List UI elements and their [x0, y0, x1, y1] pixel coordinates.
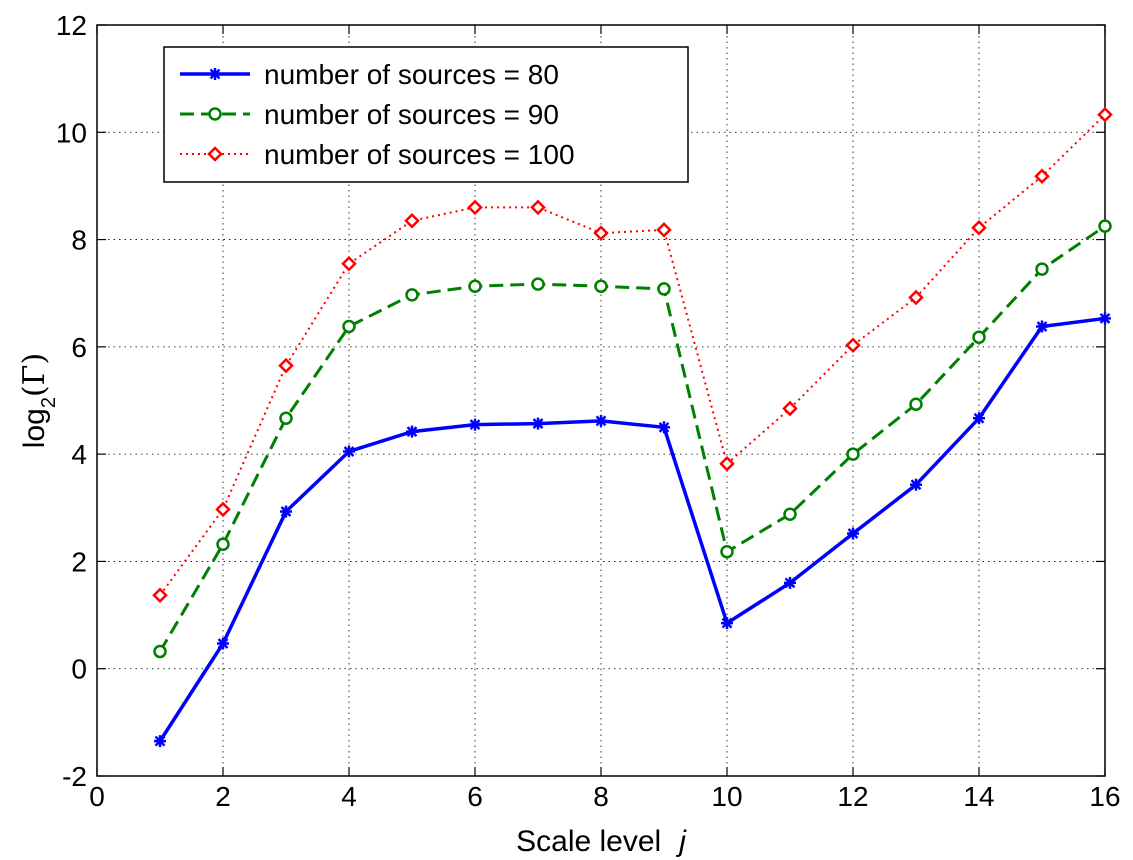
data-point-marker [971, 220, 987, 236]
data-point-marker [468, 279, 482, 293]
x-axis-title-text: Scale level [516, 825, 661, 858]
legend-label: number of sources = 100 [264, 139, 575, 170]
x-tick-label: 14 [963, 781, 994, 812]
y-tick-label: 2 [71, 546, 87, 577]
x-tick-label: 16 [1089, 781, 1120, 812]
data-point-marker [216, 537, 230, 552]
data-point-marker [341, 255, 357, 272]
data-point-marker [720, 545, 734, 559]
data-point-marker [209, 68, 221, 80]
x-tick-label: 12 [837, 781, 868, 812]
data-point-marker [1035, 262, 1049, 276]
data-point-marker [908, 289, 924, 306]
data-point-marker [719, 456, 735, 472]
data-point-marker [207, 146, 223, 162]
series-line [158, 224, 1106, 653]
data-point-marker [594, 279, 608, 293]
data-point-marker [656, 222, 672, 238]
data-point-marker [846, 447, 860, 461]
data-point-marker [972, 330, 986, 344]
y-tick-label: 10 [56, 117, 87, 148]
legend: number of sources = 80 number of sources … [163, 46, 689, 183]
y-tick-label: 8 [71, 225, 87, 256]
series-line [158, 316, 1106, 743]
legend-item: number of sources = 100 [180, 139, 575, 170]
data-point-marker [343, 445, 355, 458]
data-point-marker [279, 411, 293, 425]
series-layer [152, 106, 1113, 748]
data-point-marker [1036, 320, 1048, 333]
data-point-marker [217, 637, 229, 650]
x-tick-label: 0 [89, 781, 105, 812]
data-point-marker [1034, 168, 1050, 185]
data-point-marker [909, 397, 923, 412]
data-point-marker [657, 282, 671, 296]
data-point-marker [406, 425, 418, 438]
data-point-marker [845, 337, 861, 354]
data-point-marker [784, 576, 796, 589]
data-point-marker [215, 501, 231, 518]
y-tick-label: 12 [56, 10, 87, 41]
y-axis-title-sub: 2 [38, 397, 60, 408]
data-point-marker [1097, 106, 1113, 123]
legend-label: number of sources = 90 [264, 99, 559, 130]
series-2 [153, 219, 1112, 659]
data-point-marker [973, 412, 985, 425]
data-point-marker [1099, 312, 1111, 325]
x-tick-label: 6 [467, 781, 483, 812]
data-point-marker [532, 417, 544, 430]
x-tick-label: 2 [215, 781, 231, 812]
data-point-marker [405, 288, 419, 302]
data-point-marker [208, 107, 222, 121]
data-point-marker [154, 735, 166, 748]
data-point-marker [530, 199, 546, 216]
x-tick-label: 10 [711, 781, 742, 812]
legend-item: number of sources = 80 [180, 59, 559, 90]
y-tick-label: 6 [71, 332, 87, 363]
y-axis-title-base: log [18, 408, 51, 448]
legend-box [163, 46, 689, 183]
data-point-marker [404, 213, 420, 229]
data-point-marker [782, 400, 798, 417]
data-point-marker [469, 418, 481, 431]
x-tick-label: 4 [341, 781, 357, 812]
data-point-marker [342, 319, 356, 334]
data-point-marker [847, 527, 859, 540]
data-point-marker [1098, 219, 1112, 233]
data-point-marker [280, 505, 292, 518]
data-point-marker [278, 357, 294, 374]
y-tick-label: 4 [71, 439, 87, 470]
legend-label: number of sources = 80 [264, 59, 559, 90]
data-point-marker [153, 644, 167, 659]
y-tick-label: -2 [62, 761, 87, 792]
x-axis-title: Scale level j [516, 825, 687, 858]
data-point-marker [467, 199, 483, 216]
data-point-marker [593, 225, 609, 241]
x-tick-label: 8 [593, 781, 609, 812]
legend-item: number of sources = 90 [180, 99, 559, 130]
data-point-marker [152, 587, 168, 603]
y-tick-label: 0 [71, 654, 87, 685]
data-point-marker [658, 421, 670, 434]
y-axis-title-arg: (Γ) [17, 353, 52, 397]
series-1 [154, 312, 1111, 748]
y-axis-title: log2(Γ) [17, 353, 60, 448]
data-point-marker [783, 507, 797, 521]
data-point-marker [910, 478, 922, 491]
data-point-marker [531, 277, 545, 291]
series-3 [152, 106, 1113, 603]
data-point-marker [721, 617, 733, 630]
data-point-marker [595, 414, 607, 427]
